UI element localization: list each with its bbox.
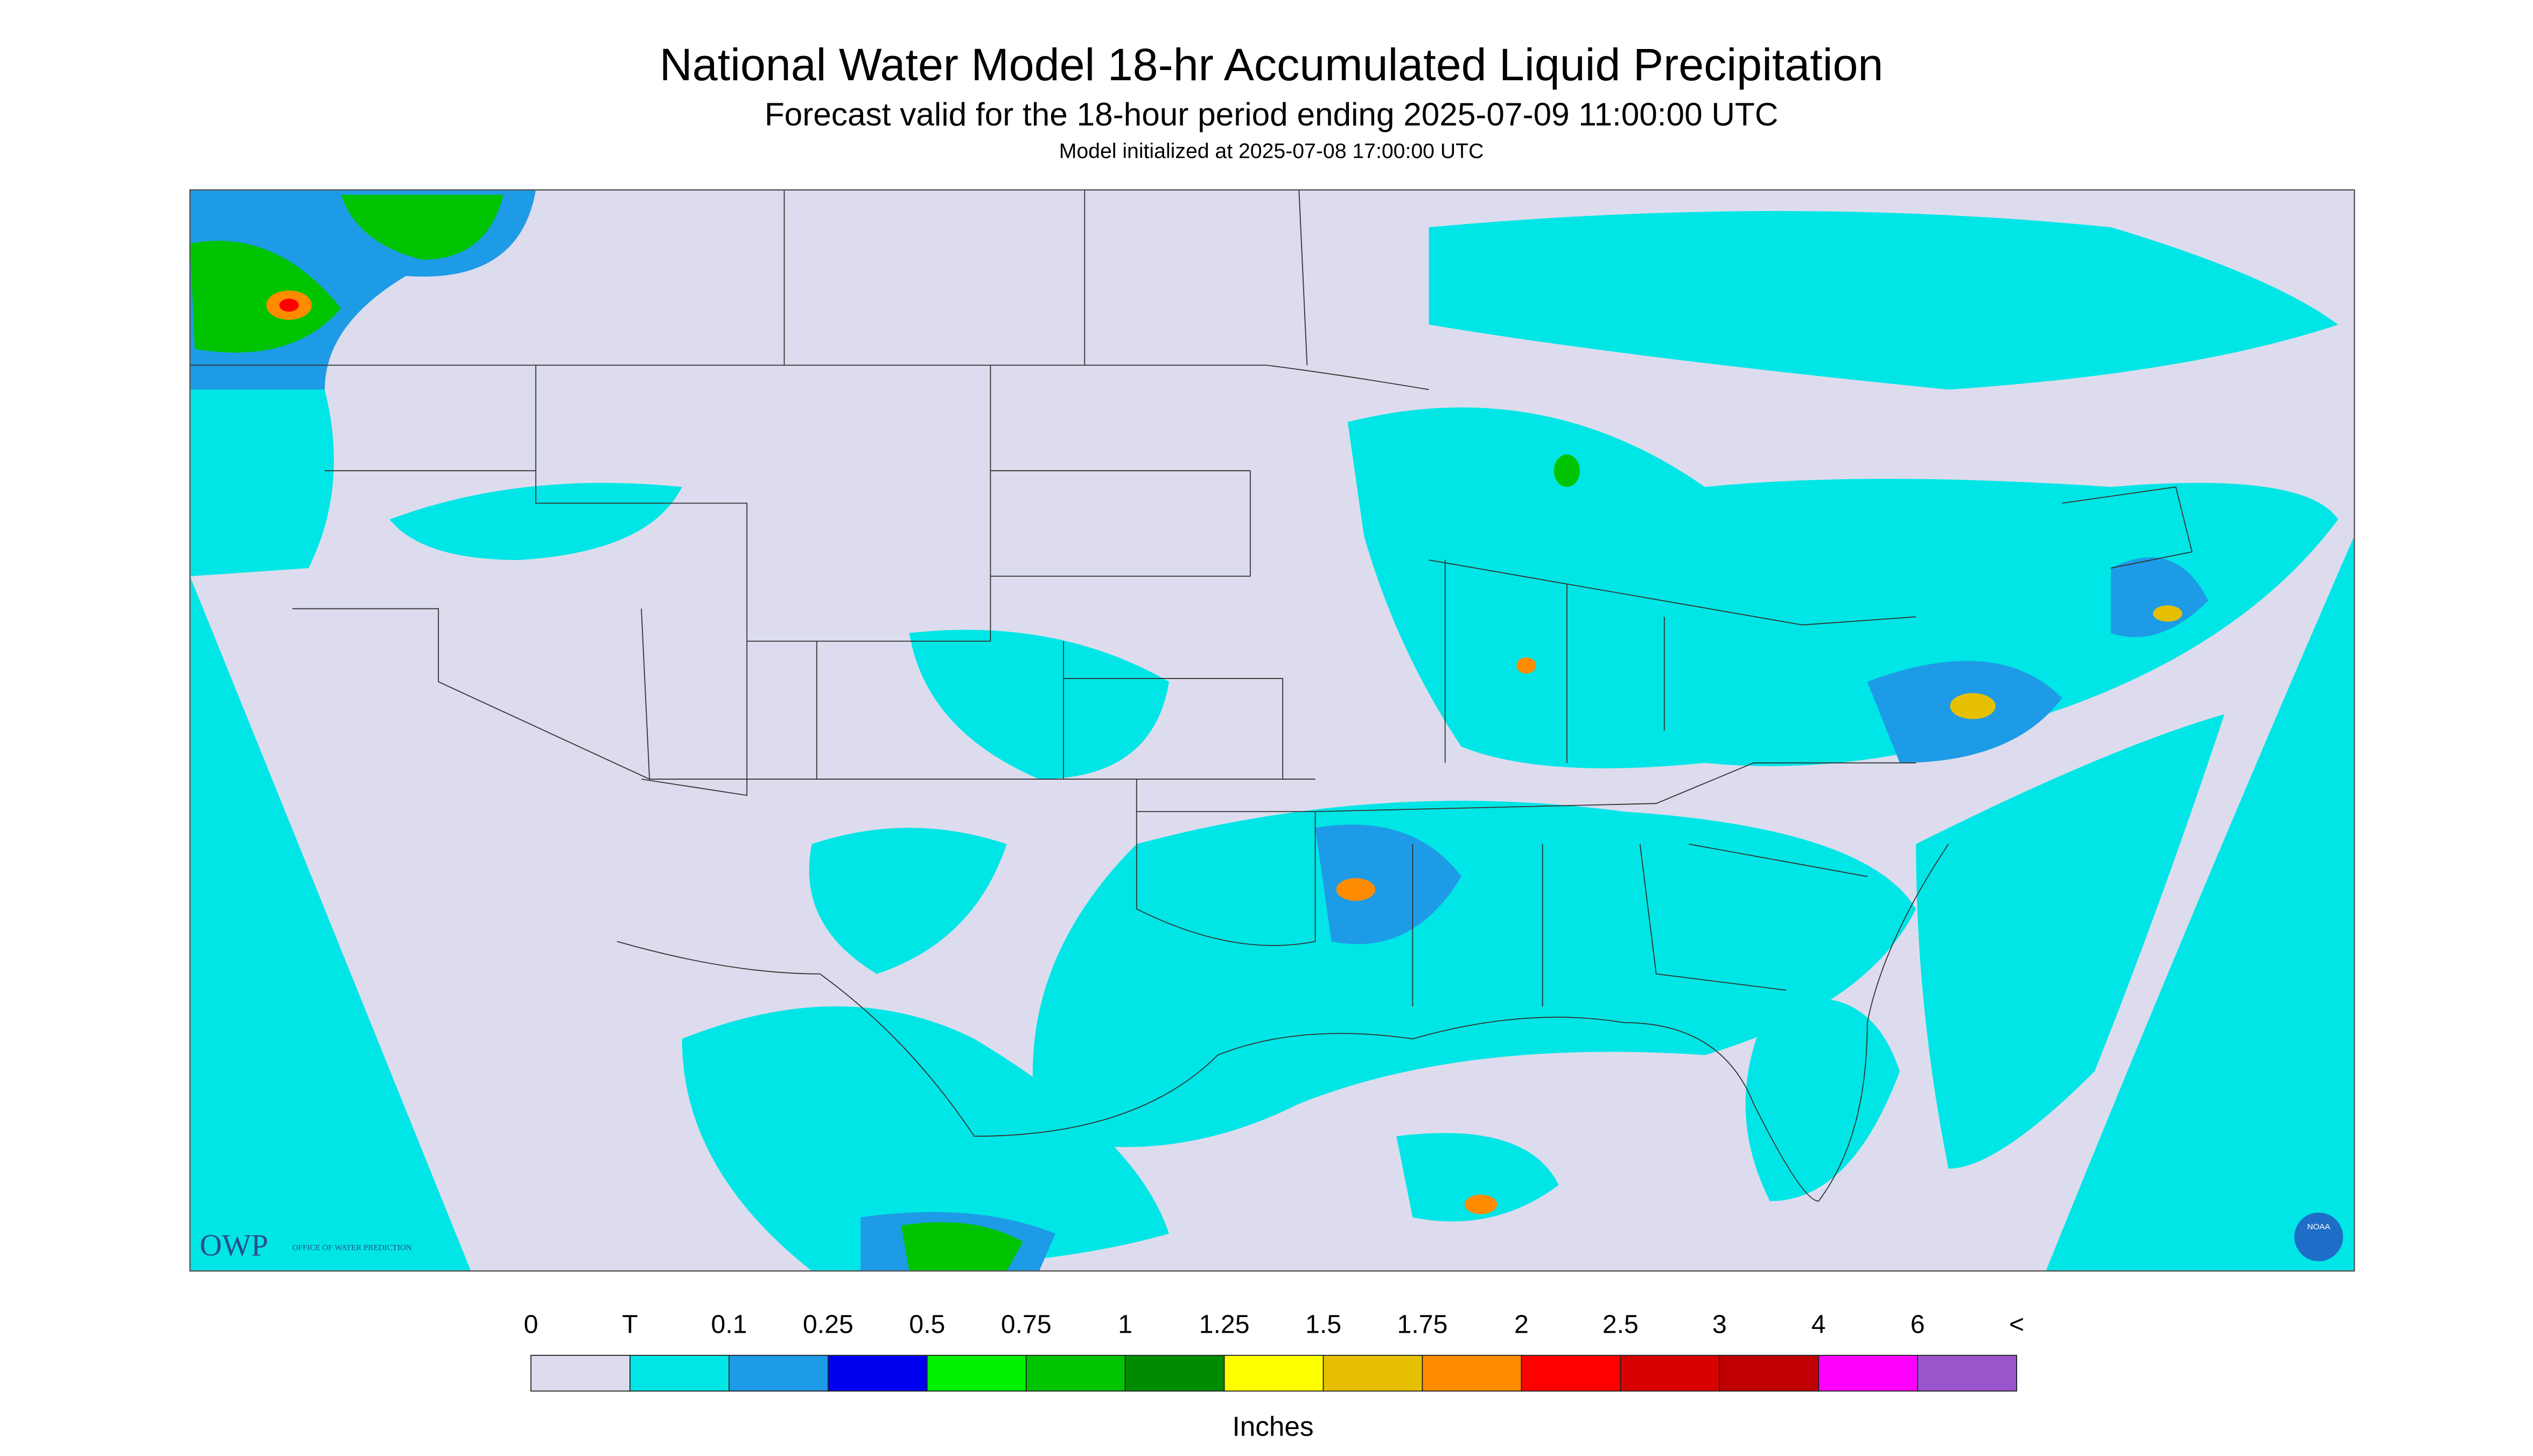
colorbar-label: 0.1 [711,1310,747,1339]
colorbar-swatch [629,1355,730,1392]
colorbar-swatch [1323,1355,1423,1392]
colorbar-swatch [926,1355,1027,1392]
domain-edge-west [190,576,471,1271]
logo-subtext: OFFICE OF WATER PREDICTION [292,1244,412,1252]
colorbar-swatch [1223,1355,1324,1392]
domain-edge-east [2046,535,2355,1271]
colorbar: 0 T 0.1 0.25 0.5 0.75 1 1.25 1.5 1.75 2 2.5 3 4 6 < [524,1310,2024,1392]
colorbar-label: 4 [1811,1310,1826,1339]
colorbar-swatch [1620,1355,1720,1392]
noaa-text: NOAA [2307,1222,2331,1231]
colorbar-label: 1.75 [1397,1310,1448,1339]
colorbar-swatch [1818,1355,1919,1392]
colorbar-swatch [1719,1355,1820,1392]
colorbar-label: 1 [1118,1310,1132,1339]
map: OWP OFFICE OF WATER PREDICTION NOAA [189,189,2355,1272]
colorbar-swatch [827,1355,928,1392]
borders [190,190,2193,1202]
colorbar-swatch [1025,1355,1126,1392]
title: National Water Model 18-hr Accumulated L… [660,39,1884,90]
colorbar-label: 0.75 [1001,1310,1052,1339]
map-frame [189,189,2355,1272]
colorbar-label: 6 [1911,1310,1925,1339]
colorbar-label: T [622,1310,638,1339]
init-time: Model initialized at 2025-07-08 17:00:00… [1059,140,1484,163]
logo-text: OWP [200,1228,268,1262]
colorbar-label: 2.5 [1603,1310,1639,1339]
colorbar-label: 0.5 [909,1310,945,1339]
colorbar-label: 2 [1514,1310,1529,1339]
noaa-badge [2294,1212,2343,1262]
colorbar-swatch [530,1355,631,1392]
colorbar-unit: Inches [1233,1411,1314,1441]
colorbar-swatch [1124,1355,1225,1392]
colorbar-label: 1.25 [1199,1310,1250,1339]
colorbar-swatch [1521,1355,1621,1392]
colorbar-label: 0.25 [803,1310,853,1339]
colorbar-swatch [1422,1355,1522,1392]
colorbar-swatch [1917,1355,2018,1392]
colorbar-label: 1.5 [1305,1310,1341,1339]
colorbar-label: 3 [1712,1310,1727,1339]
subtitle: Forecast valid for the 18-hour period en… [765,96,1778,132]
colorbar-swatch [729,1355,829,1392]
colorbar-label: < [2009,1310,2024,1339]
precip-areas [190,190,2339,1271]
colorbar-label: 0 [524,1310,538,1339]
